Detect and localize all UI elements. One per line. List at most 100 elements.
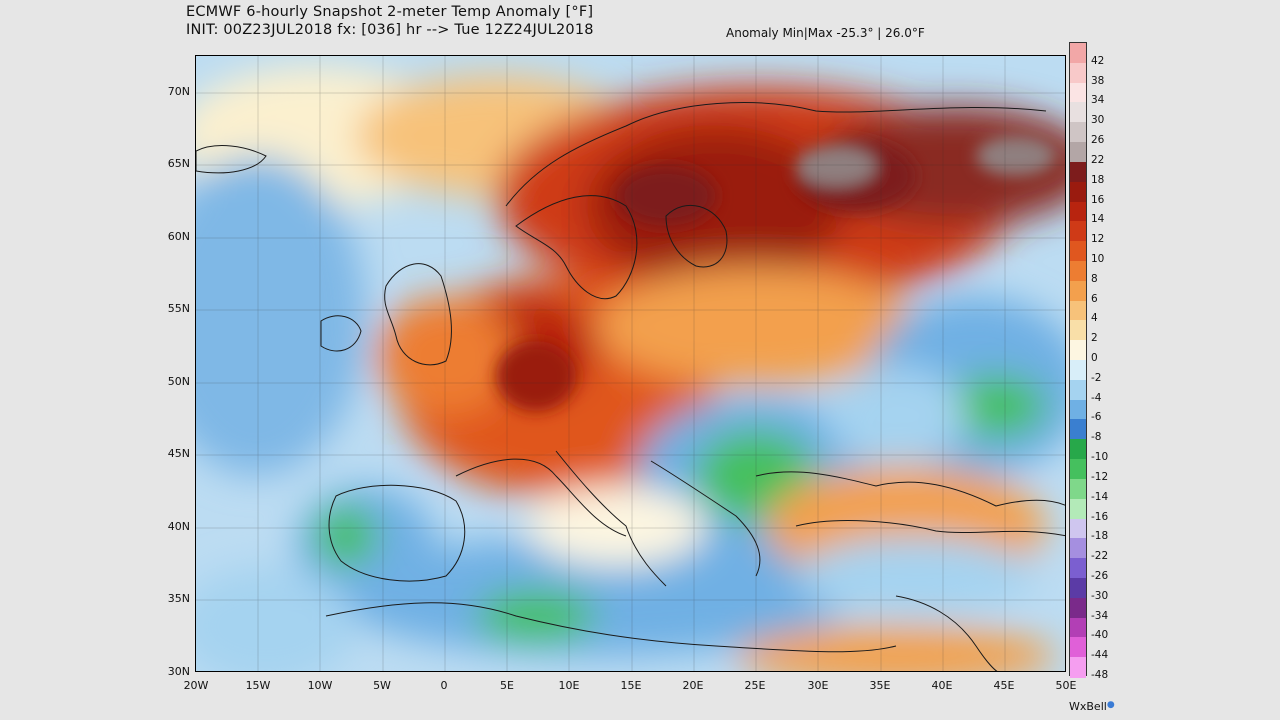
colorbar-swatch: [1070, 142, 1086, 163]
colorbar-swatch: [1070, 201, 1086, 222]
colorbar-swatch: [1070, 300, 1086, 321]
colorbar-swatch: [1070, 221, 1086, 242]
colorbar-swatch: [1070, 43, 1086, 64]
lon-label-10w: 10W: [307, 679, 333, 692]
colorbar-label: -10: [1091, 451, 1109, 464]
lon-label-0: 0: [440, 679, 448, 692]
colorbar-swatch: [1070, 340, 1086, 361]
coastlines: [196, 102, 1065, 671]
lat-label-30n: 30N: [167, 665, 190, 678]
colorbar-label: -48: [1091, 669, 1109, 681]
colorbar-swatch: [1070, 379, 1086, 401]
colorbar-label: -16: [1091, 510, 1109, 523]
lat-label-70n: 70N: [167, 85, 190, 98]
colorbar-swatch: [1070, 597, 1086, 619]
colorbar-swatch: [1070, 419, 1086, 440]
colorbar-label: -4: [1091, 391, 1102, 404]
colorbar-swatch: [1070, 459, 1086, 480]
title-line-2: INIT: 00Z23JUL2018 fx: [036] hr --> Tue …: [186, 22, 594, 38]
colorbar-label: 12: [1091, 233, 1105, 246]
title-line-1: ECMWF 6-hourly Snapshot 2-meter Temp Ano…: [186, 4, 594, 20]
credit-text: WxBell: [1069, 700, 1107, 713]
colorbar-swatch: [1070, 577, 1086, 599]
lon-label-5e: 5E: [500, 679, 514, 692]
colorbar-swatch: [1070, 538, 1086, 559]
lon-label-15w: 15W: [245, 679, 271, 692]
colorbar-swatch: [1070, 181, 1086, 202]
anomaly-field: [196, 66, 1065, 671]
lat-label-60n: 60N: [167, 230, 190, 243]
colorbar-label: -22: [1091, 550, 1109, 563]
chart-title: ECMWF 6-hourly Snapshot 2-meter Temp Ano…: [186, 3, 594, 39]
lat-label-40n: 40N: [167, 520, 190, 533]
lon-label-5w: 5W: [373, 679, 391, 692]
colorbar-swatch: [1070, 498, 1086, 519]
anomaly-map: [195, 55, 1066, 672]
colorbar-label: -34: [1091, 609, 1109, 622]
colorbar: [1069, 42, 1087, 678]
colorbar-label: -18: [1091, 530, 1109, 543]
lon-label-10e: 10E: [558, 679, 580, 692]
colorbar-swatch: [1070, 62, 1086, 84]
lon-label-25e: 25E: [744, 679, 766, 692]
colorbar-swatch: [1070, 241, 1086, 262]
lat-label-65n: 65N: [167, 157, 190, 170]
colorbar-label: -44: [1091, 649, 1109, 662]
colorbar-swatch: [1070, 122, 1086, 143]
colorbar-label: 30: [1091, 114, 1105, 127]
lat-label-55n: 55N: [167, 302, 190, 315]
anomaly-minmax: Anomaly Min|Max -25.3° | 26.0°F: [726, 26, 925, 40]
colorbar-label: 8: [1091, 272, 1098, 285]
lon-label-15e: 15E: [620, 679, 642, 692]
credit-logo-icon: ●: [1106, 700, 1115, 710]
colorbar-swatch: [1070, 478, 1086, 500]
colorbar-label: 4: [1091, 312, 1098, 325]
colorbar-swatch: [1070, 161, 1086, 183]
lon-label-45e: 45E: [993, 679, 1015, 692]
colorbar-swatch: [1070, 558, 1086, 579]
colorbar-label: -6: [1091, 411, 1102, 424]
lat-label-35n: 35N: [167, 592, 190, 605]
colorbar-swatch: [1070, 102, 1086, 123]
hotspots: [496, 136, 1056, 411]
credit: WxBell●: [1069, 700, 1115, 713]
colorbar-label: 2: [1091, 332, 1098, 345]
colorbar-label: 14: [1091, 213, 1105, 226]
colorbar-swatch: [1070, 320, 1086, 341]
colorbar-label: -2: [1091, 371, 1102, 384]
colorbar-swatch: [1070, 82, 1086, 103]
lon-label-30e: 30E: [807, 679, 829, 692]
colorbar-label: -40: [1091, 629, 1109, 642]
colorbar-swatch: [1070, 637, 1086, 658]
lat-label-50n: 50N: [167, 375, 190, 388]
colorbar-swatch: [1070, 518, 1086, 539]
map-canvas: [196, 56, 1065, 671]
lon-label-50e: 50E: [1055, 679, 1077, 692]
lon-label-20e: 20E: [682, 679, 704, 692]
lat-label-45n: 45N: [167, 447, 190, 460]
colorbar-label: 6: [1091, 292, 1098, 305]
colorbar-label: -14: [1091, 490, 1109, 503]
colorbar-swatch: [1070, 617, 1086, 638]
colorbar-swatch: [1070, 439, 1086, 460]
colorbar-label: 16: [1091, 193, 1105, 206]
colorbar-label: 22: [1091, 153, 1105, 166]
colorbar-swatch: [1070, 399, 1086, 420]
colorbar-swatch: [1070, 657, 1086, 678]
lon-label-40e: 40E: [931, 679, 953, 692]
colorbar-swatch: [1070, 360, 1086, 381]
colorbar-label: 18: [1091, 173, 1105, 186]
colorbar-label: 0: [1091, 352, 1098, 364]
colorbar-label: 38: [1091, 74, 1105, 87]
colorbar-label: -30: [1091, 589, 1109, 602]
colorbar-label: 10: [1091, 252, 1105, 265]
colorbar-swatch: [1070, 280, 1086, 302]
lon-label-35e: 35E: [869, 679, 891, 692]
lon-label-20w: 20W: [183, 679, 209, 692]
colorbar-label: 42: [1091, 54, 1105, 67]
colorbar-label: 26: [1091, 134, 1105, 147]
colorbar-label: -8: [1091, 431, 1102, 444]
colorbar-label: -26: [1091, 569, 1109, 582]
colorbar-swatch: [1070, 260, 1086, 282]
colorbar-label: 34: [1091, 94, 1105, 107]
